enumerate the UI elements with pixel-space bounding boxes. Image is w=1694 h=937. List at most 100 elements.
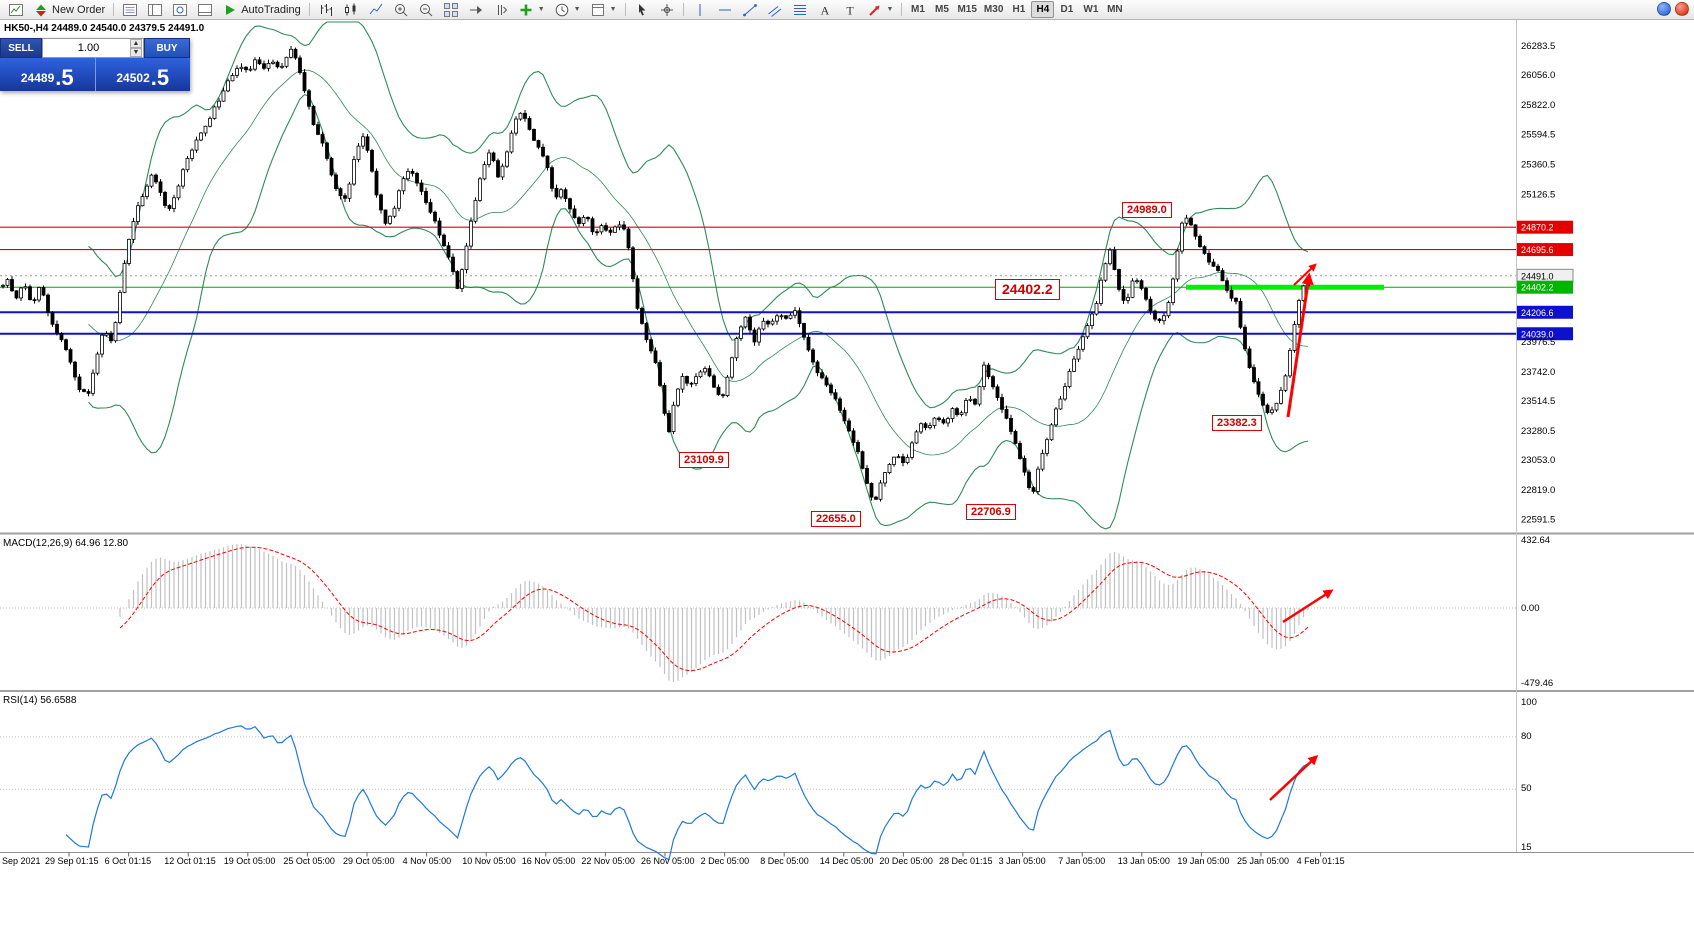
strategy-tester-icon[interactable]: [168, 1, 192, 19]
crosshair-tool-icon[interactable]: [655, 1, 679, 19]
vertical-line-tool-icon[interactable]: [688, 1, 712, 19]
svg-text:26056.0: 26056.0: [1521, 70, 1555, 81]
price-tag: [1517, 305, 1573, 319]
svg-text:22 Nov 05:00: 22 Nov 05:00: [581, 856, 635, 866]
data-window-icon-glyph: [148, 3, 163, 16]
volume-value[interactable]: 1.00: [77, 42, 100, 54]
svg-text:15: 15: [1521, 842, 1532, 853]
candlestick-mode-icon[interactable]: [339, 1, 363, 19]
crosshair-tool-icon-glyph: [660, 3, 673, 16]
arrows-tool-icon[interactable]: ▼: [863, 1, 898, 19]
buy-price-main: 24502: [116, 71, 150, 85]
price-tag: [1517, 220, 1573, 234]
timeframe-button-mn[interactable]: MN: [1107, 4, 1123, 15]
svg-text:23742.0: 23742.0: [1521, 367, 1555, 378]
charts-window-icon[interactable]: [4, 1, 28, 19]
rsi-line: [65, 725, 1309, 861]
price-annotation: 23382.3: [1212, 415, 1262, 431]
price-axis[interactable]: 26283.5 26056.0 25822.0 25594.5 25360.5 25126…: [1521, 41, 1555, 525]
svg-text:24695.6: 24695.6: [1521, 245, 1554, 255]
new-order-button-glyph: [36, 4, 46, 16]
buy-button[interactable]: BUY: [144, 38, 190, 58]
line-chart-mode-icon[interactable]: [364, 1, 388, 19]
cursor-tool-icon[interactable]: [630, 1, 654, 19]
toolbar-separator: [682, 3, 684, 16]
periods-icon[interactable]: ▼: [550, 1, 585, 19]
auto-scroll-icon[interactable]: [464, 1, 488, 19]
horizontal-line-tool-icon[interactable]: [713, 1, 737, 19]
svg-text:A: A: [820, 3, 829, 17]
chart-title: HK50-,H4 24489.0 24540.0 24379.5 24491.0: [4, 23, 205, 34]
market-watch-icon-glyph: [123, 3, 138, 16]
volume-down-button[interactable]: ▼: [130, 48, 142, 57]
price-tag: [1517, 280, 1573, 294]
timeframe-button-m15[interactable]: M15: [957, 4, 977, 15]
svg-text:4 Feb 01:15: 4 Feb 01:15: [1297, 856, 1345, 866]
line-chart-mode-icon-glyph: [369, 3, 383, 14]
data-window-icon[interactable]: [143, 1, 167, 19]
chart-shift-icon[interactable]: [489, 1, 513, 19]
fibonacci-tool-icon-glyph: [793, 4, 806, 15]
trendline-tool-icon-glyph: [742, 3, 757, 16]
fibonacci-tool-icon[interactable]: [788, 1, 812, 19]
svg-text:25360.5: 25360.5: [1521, 159, 1555, 170]
timeframe-button-m30[interactable]: M30: [983, 4, 1004, 15]
tile-windows-icon[interactable]: [439, 1, 463, 19]
svg-text:23976.5: 23976.5: [1521, 337, 1555, 348]
svg-text:8 Dec 05:00: 8 Dec 05:00: [760, 856, 809, 866]
sell-price-frac: .5: [55, 65, 74, 90]
timeframe-button-d1[interactable]: D1: [1060, 4, 1074, 15]
autotrading-button[interactable]: AutoTrading: [218, 1, 305, 19]
indicators-icon-glyph: [520, 4, 532, 15]
community-icon[interactable]: [1657, 2, 1671, 16]
indicators-icon[interactable]: ▼: [514, 1, 549, 19]
rsi-panel: 100 80 50 15: [0, 697, 1537, 861]
timeframe-button-w1[interactable]: W1: [1083, 4, 1099, 15]
channel-tool-icon[interactable]: [763, 1, 787, 19]
volume-spinner[interactable]: 1.00 ▲ ▼: [42, 38, 144, 58]
templates-icon[interactable]: ▼: [586, 1, 621, 19]
timeframe-button-m5[interactable]: M5: [935, 4, 949, 15]
new-order-button[interactable]: New Order: [29, 1, 109, 19]
zoom-in-icon[interactable]: [389, 1, 413, 19]
news-icon[interactable]: [1675, 2, 1689, 16]
svg-text:24206.6: 24206.6: [1521, 308, 1554, 318]
svg-text:12 Oct 01:15: 12 Oct 01:15: [164, 856, 216, 866]
svg-text:10 Nov 05:00: 10 Nov 05:00: [462, 856, 516, 866]
svg-text:100: 100: [1521, 697, 1537, 708]
bar-chart-mode-icon[interactable]: [314, 1, 338, 19]
timeframe-button-h4[interactable]: H4: [1031, 1, 1055, 18]
chevron-down-icon: ▼: [609, 6, 617, 13]
svg-text:22591.5: 22591.5: [1521, 514, 1555, 525]
svg-text:3 Jan 05:00: 3 Jan 05:00: [999, 856, 1046, 866]
svg-text:T: T: [846, 3, 854, 17]
svg-text:14 Dec 05:00: 14 Dec 05:00: [820, 856, 874, 866]
rsi-label: RSI(14) 56.6588: [3, 695, 77, 706]
svg-text:24491.0: 24491.0: [1521, 271, 1554, 281]
volume-up-button[interactable]: ▲: [130, 39, 142, 48]
svg-text:7 Jan 05:00: 7 Jan 05:00: [1058, 856, 1105, 866]
svg-text:26 Nov 05:00: 26 Nov 05:00: [641, 856, 695, 866]
price-annotation: 24989.0: [1122, 202, 1172, 218]
svg-text:20 Dec 05:00: 20 Dec 05:00: [879, 856, 933, 866]
svg-text:24870.2: 24870.2: [1521, 223, 1554, 233]
templates-icon-glyph: [591, 3, 604, 16]
chevron-down-icon: ▼: [537, 6, 545, 13]
label-tool-icon[interactable]: T: [838, 1, 862, 19]
market-watch-icon[interactable]: [118, 1, 142, 19]
toolbar-separator: [624, 3, 626, 16]
text-tool-icon[interactable]: A: [813, 1, 837, 19]
zoom-out-icon[interactable]: [414, 1, 438, 19]
terminal-icon[interactable]: [193, 1, 217, 19]
sell-button[interactable]: SELL: [0, 38, 42, 58]
sell-price[interactable]: 24489.5: [0, 58, 96, 91]
time-axis[interactable]: Sep 2021 29 Sep 01:15 6 Oct 01:15 12 Oct 01…: [2, 852, 1345, 867]
timeframe-button-h1[interactable]: H1: [1012, 4, 1026, 15]
trendline-tool-icon[interactable]: [738, 1, 762, 19]
autotrading-button-glyph: [226, 4, 236, 15]
buy-price[interactable]: 24502.5: [96, 58, 191, 91]
timeframe-button-m1[interactable]: M1: [911, 4, 925, 15]
tile-windows-icon-glyph: [443, 2, 458, 17]
